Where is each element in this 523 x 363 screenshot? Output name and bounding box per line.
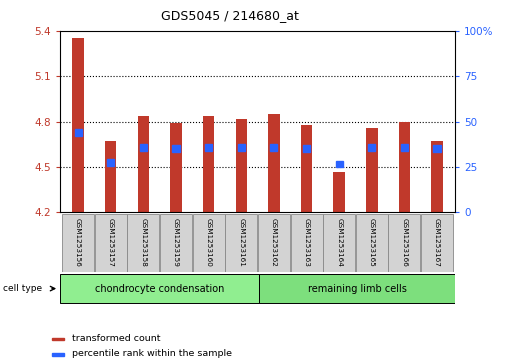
Bar — [399, 122, 410, 212]
Bar — [170, 123, 181, 212]
Text: GSM1253165: GSM1253165 — [369, 218, 375, 267]
Bar — [268, 114, 280, 212]
Bar — [434, 146, 441, 152]
Text: remaining limb cells: remaining limb cells — [308, 284, 406, 294]
Bar — [237, 144, 245, 151]
Bar — [72, 38, 84, 212]
Bar — [356, 213, 388, 272]
Bar — [128, 213, 160, 272]
Bar — [205, 144, 212, 151]
Bar — [401, 144, 408, 151]
Text: chondrocyte condensation: chondrocyte condensation — [95, 284, 224, 294]
Bar — [431, 141, 443, 212]
Bar — [138, 115, 149, 212]
Text: GDS5045 / 214680_at: GDS5045 / 214680_at — [161, 9, 299, 22]
Text: GSM1253167: GSM1253167 — [434, 218, 440, 267]
Bar — [140, 144, 147, 151]
Text: GSM1253160: GSM1253160 — [206, 218, 212, 267]
Bar — [270, 144, 278, 151]
Bar — [421, 213, 453, 272]
Text: GSM1253166: GSM1253166 — [402, 218, 407, 267]
Bar — [303, 146, 310, 152]
Bar — [95, 213, 127, 272]
Text: GSM1253156: GSM1253156 — [75, 218, 81, 267]
Bar — [301, 125, 312, 212]
Text: transformed count: transformed count — [72, 334, 160, 343]
Bar — [62, 213, 94, 272]
Bar — [235, 119, 247, 212]
Text: percentile rank within the sample: percentile rank within the sample — [72, 349, 232, 358]
Bar — [51, 353, 64, 356]
Bar — [225, 213, 257, 272]
Bar — [334, 172, 345, 212]
Text: GSM1253159: GSM1253159 — [173, 218, 179, 267]
Text: cell type: cell type — [3, 284, 42, 293]
Bar — [323, 213, 355, 272]
Bar — [259, 274, 455, 303]
Bar — [160, 213, 192, 272]
Bar — [192, 213, 224, 272]
Text: GSM1253161: GSM1253161 — [238, 218, 244, 267]
Bar — [368, 144, 376, 151]
Bar — [74, 129, 82, 136]
Bar — [107, 159, 115, 166]
Text: GSM1253164: GSM1253164 — [336, 218, 342, 267]
Text: GSM1253163: GSM1253163 — [303, 218, 310, 267]
Bar — [173, 146, 179, 152]
Bar — [60, 274, 259, 303]
Text: GSM1253157: GSM1253157 — [108, 218, 113, 267]
Bar — [366, 128, 378, 212]
Bar — [258, 213, 290, 272]
Bar — [389, 213, 420, 272]
Bar — [291, 213, 323, 272]
Text: GSM1253158: GSM1253158 — [140, 218, 146, 267]
Text: GSM1253162: GSM1253162 — [271, 218, 277, 267]
Bar — [336, 160, 343, 167]
Bar — [203, 115, 214, 212]
Bar — [51, 338, 64, 340]
Bar — [105, 141, 117, 212]
